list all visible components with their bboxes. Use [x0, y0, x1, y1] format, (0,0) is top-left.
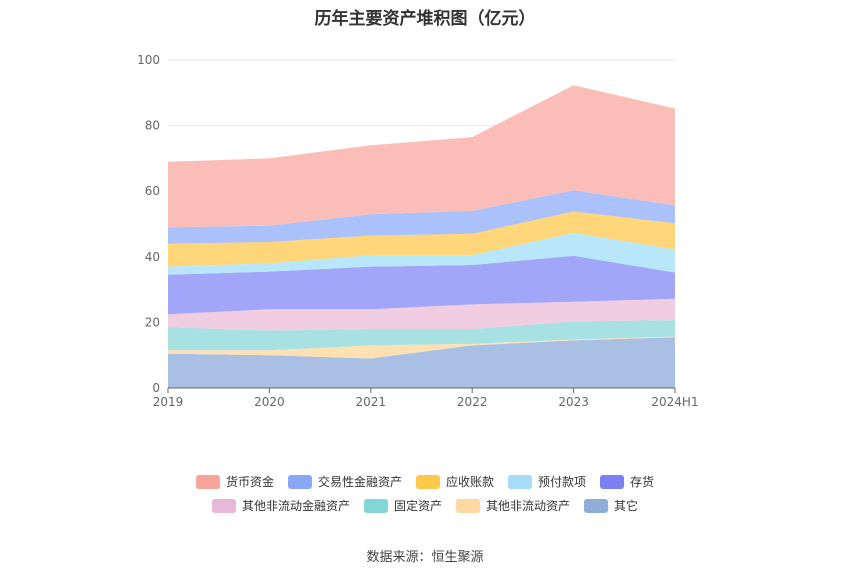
- area-series-8: [168, 85, 675, 228]
- legend-item[interactable]: 交易性金融资产: [287, 473, 402, 490]
- legend-item[interactable]: 预付款项: [508, 473, 586, 490]
- y-tick-label: 40: [145, 250, 160, 264]
- legend-swatch: [195, 474, 220, 489]
- x-tick-label: 2020: [254, 395, 285, 409]
- legend-swatch: [363, 498, 388, 513]
- area-series-0: [168, 337, 675, 388]
- legend-label: 其它: [614, 499, 639, 513]
- y-tick-label: 20: [145, 315, 160, 329]
- legend-item[interactable]: 其它: [584, 497, 638, 514]
- area-series-2: [168, 320, 675, 351]
- legend-item[interactable]: 存货: [600, 473, 654, 490]
- legend-label: 应收账款: [445, 475, 494, 489]
- area-series-6: [168, 211, 675, 267]
- legend-row-2: 其他非流动金融资产 固定资产 其他非流动资产 其它: [0, 497, 850, 514]
- area-series-3: [168, 298, 675, 331]
- legend-swatch: [584, 498, 609, 513]
- data-source: 数据来源：恒生聚源: [366, 550, 484, 565]
- legend-label: 货币资金: [225, 475, 274, 489]
- legend-swatch: [600, 474, 625, 489]
- y-tick-label: 80: [145, 119, 160, 133]
- chart-title: 历年主要资产堆积图（亿元）: [314, 9, 536, 29]
- legend-item[interactable]: 其他非流动金融资产: [211, 497, 350, 514]
- x-tick-label: 2022: [457, 395, 488, 409]
- legend-row-1: 货币资金 交易性金融资产 应收账款 预付款项 存货: [0, 473, 850, 490]
- y-tick-label: 60: [145, 184, 160, 198]
- legend-label: 其他非流动金融资产: [241, 499, 350, 513]
- x-tick-label: 2021: [356, 395, 387, 409]
- legend-item[interactable]: 固定资产: [363, 497, 442, 514]
- area-series-5: [168, 232, 675, 275]
- legend-item[interactable]: 货币资金: [195, 473, 274, 490]
- x-tick-label: 2023: [558, 395, 589, 409]
- legend-label: 其他非流动资产: [486, 499, 571, 513]
- legend-swatch: [287, 474, 312, 489]
- legend-label: 预付款项: [538, 475, 587, 489]
- legend-swatch: [211, 498, 236, 513]
- legend-item[interactable]: 应收账款: [415, 473, 494, 490]
- legend-swatch: [508, 474, 532, 489]
- area-series-1: [168, 336, 675, 359]
- legend-swatch: [456, 498, 480, 513]
- x-tick-label: 2019: [153, 395, 184, 409]
- area-series-7: [168, 190, 675, 244]
- legend-label: 固定资产: [393, 499, 442, 513]
- y-tick-label: 0: [152, 381, 160, 395]
- legend-swatch: [415, 474, 440, 489]
- area-series-4: [168, 255, 675, 315]
- legend-label: 存货: [630, 475, 655, 489]
- y-tick-label: 100: [137, 53, 160, 67]
- x-tick-label: 2024H1: [651, 395, 698, 409]
- legend-label: 交易性金融资产: [317, 475, 402, 489]
- legend-item[interactable]: 其他非流动资产: [456, 497, 570, 514]
